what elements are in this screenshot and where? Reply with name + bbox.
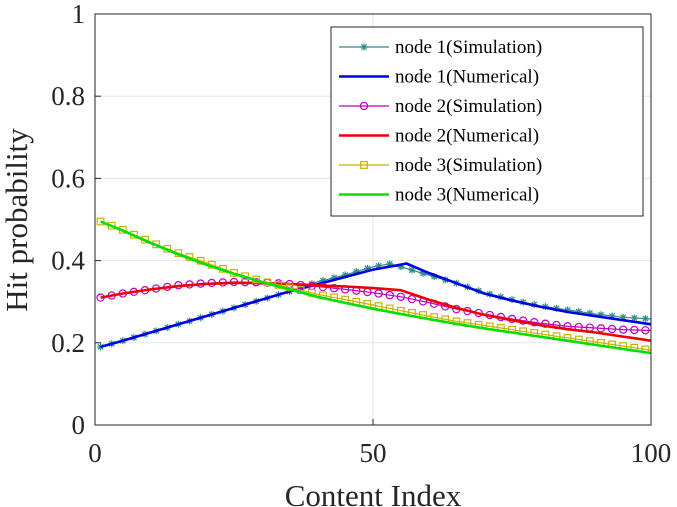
legend-item: node 1(Numerical) xyxy=(339,67,539,88)
legend-label: node 3(Numerical) xyxy=(395,185,539,206)
legend-item: node 2(Simulation) xyxy=(339,96,542,117)
legend-label: node 2(Numerical) xyxy=(395,126,539,147)
legend-item: node 3(Simulation) xyxy=(339,155,542,176)
y-axis-label: Hit probability xyxy=(0,128,34,312)
circle-marker xyxy=(359,101,369,111)
circle-marker xyxy=(641,326,650,335)
series-layer xyxy=(96,217,652,355)
legend-item: node 3(Numerical) xyxy=(339,185,539,206)
circle-marker xyxy=(596,324,606,333)
legend-box xyxy=(330,26,644,217)
legend-label: node 1(Simulation) xyxy=(395,37,542,58)
x-axis-label: Content Index xyxy=(285,478,462,507)
asterisk-marker xyxy=(408,266,416,274)
series-4 xyxy=(100,281,652,342)
circle-marker xyxy=(329,284,339,293)
square-marker xyxy=(360,161,368,169)
series-line xyxy=(100,221,652,351)
series-line xyxy=(100,281,652,342)
y-tick-label: 0.2 xyxy=(51,328,85,358)
circle-marker xyxy=(385,290,394,300)
ticks: 0 0.2 0.4 0.6 0.8 1 0 50 100 xyxy=(51,0,671,468)
x-tick-label: 100 xyxy=(631,438,672,468)
asterisk-marker xyxy=(641,315,649,323)
y-tick-label: 0 xyxy=(72,410,86,440)
series-6 xyxy=(100,220,652,355)
circle-marker xyxy=(619,325,628,334)
circle-marker xyxy=(630,325,639,335)
y-tick-label: 1 xyxy=(72,0,86,29)
legend: node 1(Simulation) node 1(Numerical) node … xyxy=(330,26,644,217)
series-line xyxy=(100,262,652,349)
series-line xyxy=(100,220,652,355)
circle-marker xyxy=(607,324,617,334)
circle-marker xyxy=(407,294,417,304)
asterisk-marker xyxy=(360,43,368,51)
legend-label: node 1(Numerical) xyxy=(395,67,539,88)
legend-label: node 3(Simulation) xyxy=(395,155,542,176)
series-2 xyxy=(100,262,652,349)
y-tick-label: 0.4 xyxy=(51,246,85,276)
x-tick-label: 0 xyxy=(88,438,102,468)
legend-item: node 2(Numerical) xyxy=(339,126,539,147)
y-tick-label: 0.8 xyxy=(51,81,85,111)
x-tick-label: 50 xyxy=(360,438,387,468)
circle-marker xyxy=(318,282,328,292)
circle-marker xyxy=(374,289,383,298)
circle-marker xyxy=(396,292,405,301)
asterisk-marker xyxy=(630,314,638,322)
y-tick-label: 0.6 xyxy=(51,163,85,193)
legend-item: node 1(Simulation) xyxy=(339,37,542,58)
circle-marker xyxy=(541,319,550,328)
legend-label: node 2(Simulation) xyxy=(395,96,542,117)
